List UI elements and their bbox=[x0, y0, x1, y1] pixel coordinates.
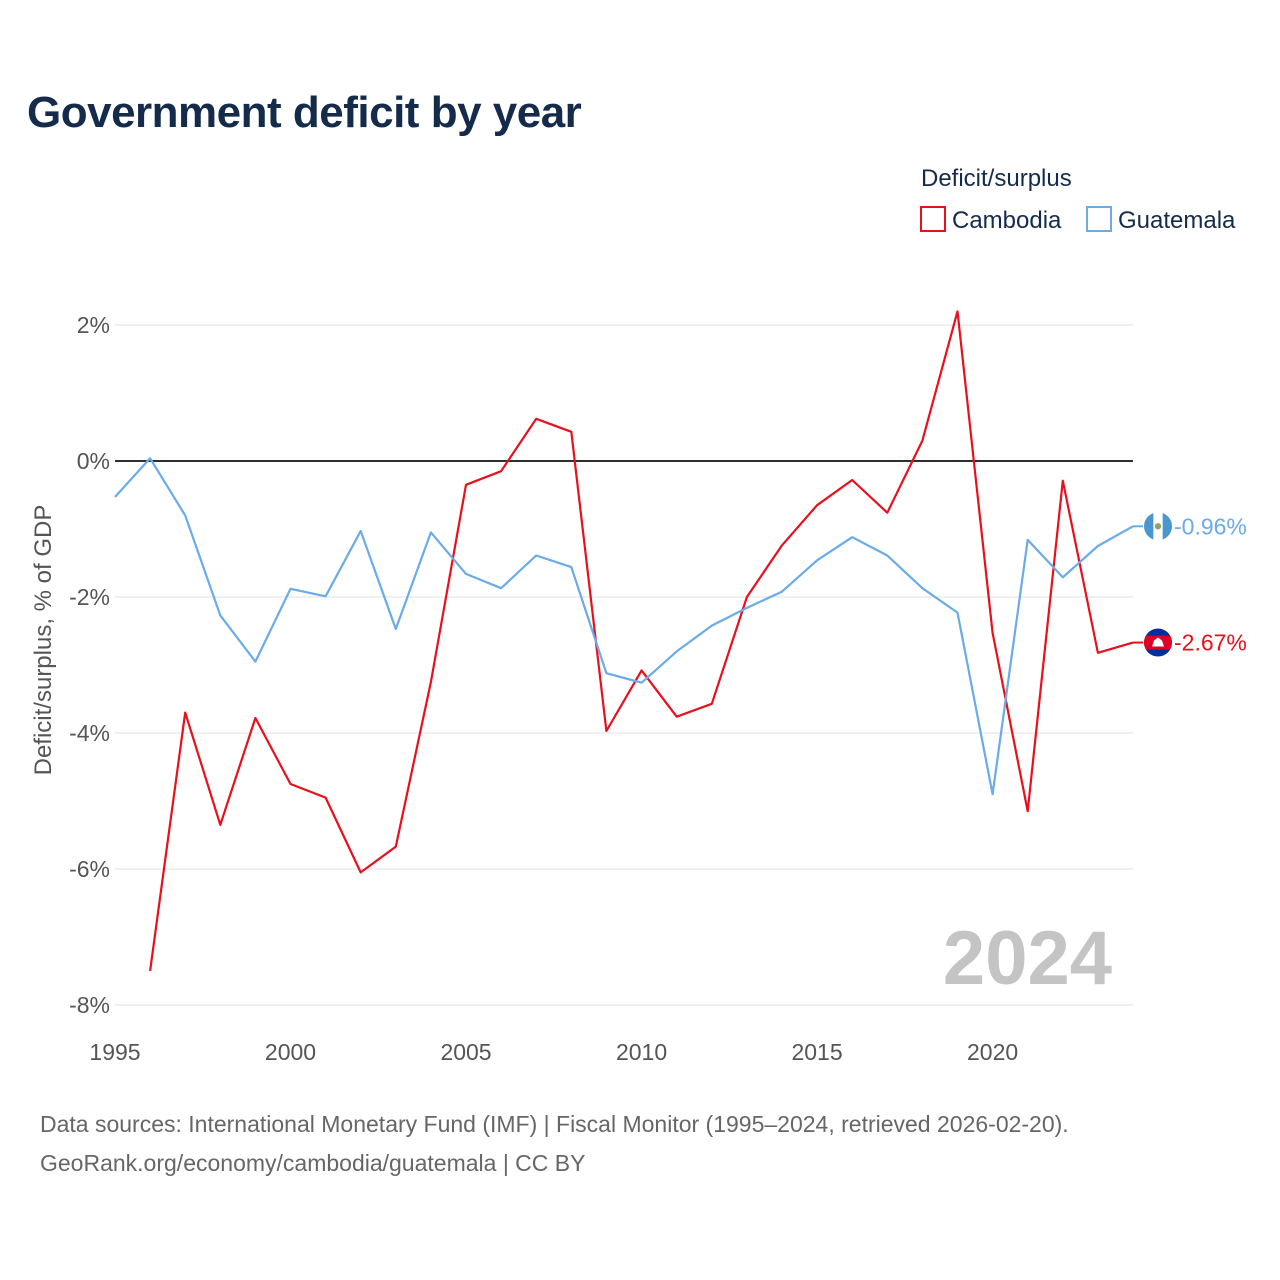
x-tick-label: 2000 bbox=[265, 1039, 316, 1065]
grid-layer bbox=[115, 324, 1133, 1006]
y-tick-label: 0% bbox=[77, 448, 110, 474]
flag-emblem bbox=[1154, 523, 1162, 530]
legend: Deficit/surplus Cambodia Guatemala bbox=[920, 165, 1236, 234]
y-tick-label: -2% bbox=[69, 584, 110, 610]
y-tick-label: 2% bbox=[77, 312, 110, 338]
y-tick-label: -4% bbox=[69, 720, 110, 746]
legend-swatch-guatemala bbox=[1086, 206, 1112, 232]
x-tick-label: 2010 bbox=[616, 1039, 667, 1065]
y-tick-label: -6% bbox=[69, 856, 110, 882]
cambodia-flag-icon bbox=[1144, 628, 1172, 657]
series-line-cambodia bbox=[149, 310, 1134, 972]
flag-band bbox=[1162, 512, 1172, 541]
year-watermark: 2024 bbox=[943, 916, 1112, 1001]
y-axis-ticks: 2% 0% -2% -4% -6% -8% bbox=[69, 312, 110, 1018]
legend-items: Cambodia Guatemala bbox=[920, 206, 1236, 234]
end-value-label-guatemala: -0.96% bbox=[1174, 513, 1247, 539]
legend-label-guatemala: Guatemala bbox=[1118, 207, 1236, 234]
end-value-label-cambodia: -2.67% bbox=[1174, 630, 1247, 656]
y-tick-label: -8% bbox=[69, 992, 110, 1018]
credit-link[interactable]: GeoRank.org/economy/cambodia/guatemala |… bbox=[40, 1150, 586, 1176]
x-tick-label: 2020 bbox=[967, 1039, 1018, 1065]
flag-emblem bbox=[1152, 637, 1164, 647]
x-tick-label: 1995 bbox=[89, 1039, 140, 1065]
legend-swatch-cambodia bbox=[920, 206, 946, 232]
guatemala-flag-icon bbox=[1144, 512, 1172, 541]
y-axis-label: Deficit/surplus, % of GDP bbox=[30, 505, 57, 776]
x-tick-label: 2015 bbox=[791, 1039, 842, 1065]
legend-title: Deficit/surplus bbox=[921, 165, 1072, 192]
chart-title: Government deficit by year bbox=[27, 88, 582, 137]
x-axis-ticks: 1995 2000 2005 2010 2015 2020 bbox=[89, 1039, 1018, 1065]
data-sources: Data sources: International Monetary Fun… bbox=[40, 1111, 1069, 1137]
series-layer: -2.67% -0.96% bbox=[114, 310, 1247, 972]
footer: Data sources: International Monetary Fun… bbox=[40, 1105, 1069, 1183]
x-tick-label: 2005 bbox=[440, 1039, 491, 1065]
flag-band bbox=[1144, 512, 1154, 541]
legend-label-cambodia: Cambodia bbox=[952, 207, 1062, 234]
series-line-guatemala bbox=[114, 457, 1134, 796]
